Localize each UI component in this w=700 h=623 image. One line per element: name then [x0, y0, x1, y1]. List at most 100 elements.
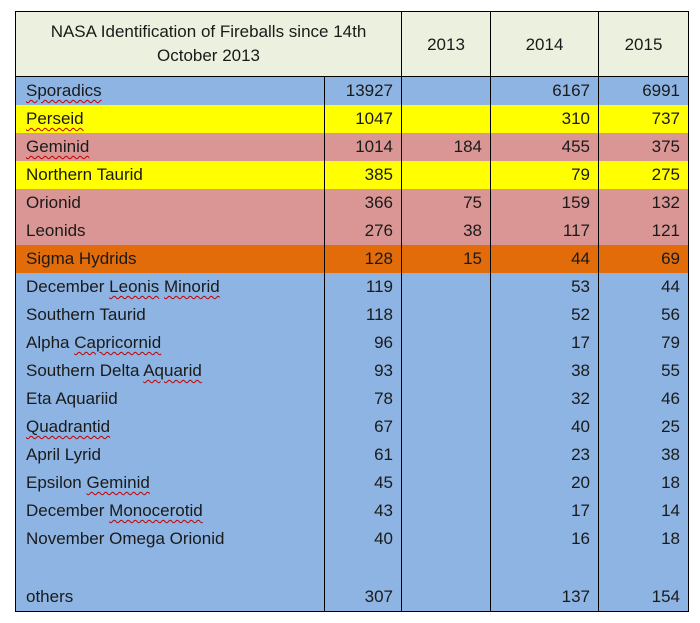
total-count: 118: [323, 301, 403, 329]
shower-name-word: Taurid: [96, 165, 143, 184]
shower-name: Leonids: [15, 217, 325, 245]
count-2015: 6991: [598, 76, 690, 105]
shower-name-word: Orionid: [26, 193, 81, 212]
total-count: [323, 553, 403, 583]
shower-name: Perseid: [15, 105, 325, 133]
count-2014: 53: [490, 273, 600, 301]
total-count: 78: [323, 385, 403, 413]
fireball-table: NASA Identification of Fireballs since 1…: [14, 11, 690, 612]
total-count: 128: [323, 245, 403, 273]
shower-name: Quadrantid: [15, 413, 325, 441]
total-count: 40: [323, 525, 403, 553]
count-2015: [598, 553, 690, 583]
table-row: Geminid 1014 184 455 375: [15, 133, 690, 161]
header-2013: 2013: [401, 11, 492, 77]
shower-name-word: Sigma: [26, 249, 75, 268]
shower-name-word: Leonis: [109, 277, 160, 296]
count-2013: [401, 413, 492, 441]
shower-name: Sporadics: [15, 76, 325, 105]
shower-name-word: others: [26, 587, 74, 606]
shower-name-word: Geminid: [86, 473, 150, 492]
header-row: NASA Identification of Fireballs since 1…: [14, 11, 690, 77]
count-2014: 16: [490, 525, 600, 553]
count-2013: [401, 105, 492, 133]
count-2014: 117: [490, 217, 600, 245]
shower-name: Epsilon Geminid: [15, 469, 325, 497]
count-2013: [401, 301, 492, 329]
shower-name-word: Southern: [26, 305, 95, 324]
count-2013: 184: [401, 133, 492, 161]
table-row: Sporadics 13927 6167 6991: [15, 76, 690, 105]
shower-name: April Lyrid: [15, 441, 325, 469]
count-2014: 17: [490, 497, 600, 525]
shower-name-word: Orionid: [169, 529, 225, 548]
count-2015: 44: [598, 273, 690, 301]
total-count: 119: [323, 273, 403, 301]
shower-name-word: Quadrantid: [26, 417, 111, 436]
count-2013: [401, 469, 492, 497]
count-2015: 79: [598, 329, 690, 357]
table-row: Sigma Hydrids 128 15 44 69: [15, 245, 690, 273]
count-2013: 15: [401, 245, 492, 273]
count-2015: 38: [598, 441, 690, 469]
table-row: November Omega Orionid 40 16 18: [15, 525, 690, 553]
total-count: 1014: [323, 133, 403, 161]
shower-name-word: Aquariid: [55, 389, 118, 408]
table-row: Epsilon Geminid 45 20 18: [15, 469, 690, 497]
total-count: 366: [323, 189, 403, 217]
count-2013: 38: [401, 217, 492, 245]
count-2015: 154: [598, 583, 690, 612]
shower-name: others: [15, 583, 325, 612]
count-2015: 275: [598, 161, 690, 189]
count-2015: 56: [598, 301, 690, 329]
shower-name-word: Perseid: [26, 109, 84, 128]
table-row: others 307 137 154: [15, 583, 690, 612]
table-row: December Monocerotid 43 17 14: [15, 497, 690, 525]
table-row: Orionid 366 75 159 132: [15, 189, 690, 217]
shower-name-word: Epsilon: [26, 473, 82, 492]
count-2013: [401, 385, 492, 413]
count-2014: 32: [490, 385, 600, 413]
count-2014: 44: [490, 245, 600, 273]
total-count: 45: [323, 469, 403, 497]
shower-name-word: Southern: [26, 361, 95, 380]
table-row: Eta Aquariid 78 32 46: [15, 385, 690, 413]
count-2014: 17: [490, 329, 600, 357]
shower-name-word: Omega: [109, 529, 165, 548]
shower-name-word: Geminid: [26, 137, 90, 156]
count-2015: 375: [598, 133, 690, 161]
table-row: Northern Taurid 385 79 275: [15, 161, 690, 189]
shower-name: Alpha Capricornid: [15, 329, 325, 357]
total-count: 67: [323, 413, 403, 441]
count-2013: [401, 441, 492, 469]
table-body: Sporadics 13927 6167 6991 Perseid 1047 310 737 G…: [15, 76, 690, 612]
total-count: 307: [323, 583, 403, 612]
count-2014: 20: [490, 469, 600, 497]
table-row: Southern Delta Aquarid 93 38 55: [15, 357, 690, 385]
count-2014: 23: [490, 441, 600, 469]
count-2015: 69: [598, 245, 690, 273]
total-count: 96: [323, 329, 403, 357]
count-2015: 55: [598, 357, 690, 385]
shower-name: December Leonis Minorid: [15, 273, 325, 301]
count-2013: [401, 357, 492, 385]
total-count: 61: [323, 441, 403, 469]
shower-name-word: Hydrids: [78, 249, 137, 268]
count-2014: 40: [490, 413, 600, 441]
shower-name-word: Leonids: [26, 221, 86, 240]
shower-name-word: Lyrid: [64, 445, 101, 464]
shower-name: [15, 553, 325, 583]
count-2015: 18: [598, 469, 690, 497]
table-row: Perseid 1047 310 737: [15, 105, 690, 133]
table-row: Alpha Capricornid 96 17 79: [15, 329, 690, 357]
shower-name: December Monocerotid: [15, 497, 325, 525]
shower-name-word: Monocerotid: [109, 501, 203, 520]
shower-name-word: Sporadics: [26, 81, 102, 100]
shower-name: Southern Taurid: [15, 301, 325, 329]
shower-name: Sigma Hydrids: [15, 245, 325, 273]
total-count: 13927: [323, 76, 403, 105]
shower-name-word: December: [26, 277, 105, 296]
shower-name-word: Minorid: [164, 277, 220, 296]
count-2013: [401, 553, 492, 583]
shower-name-word: Delta: [99, 361, 140, 380]
